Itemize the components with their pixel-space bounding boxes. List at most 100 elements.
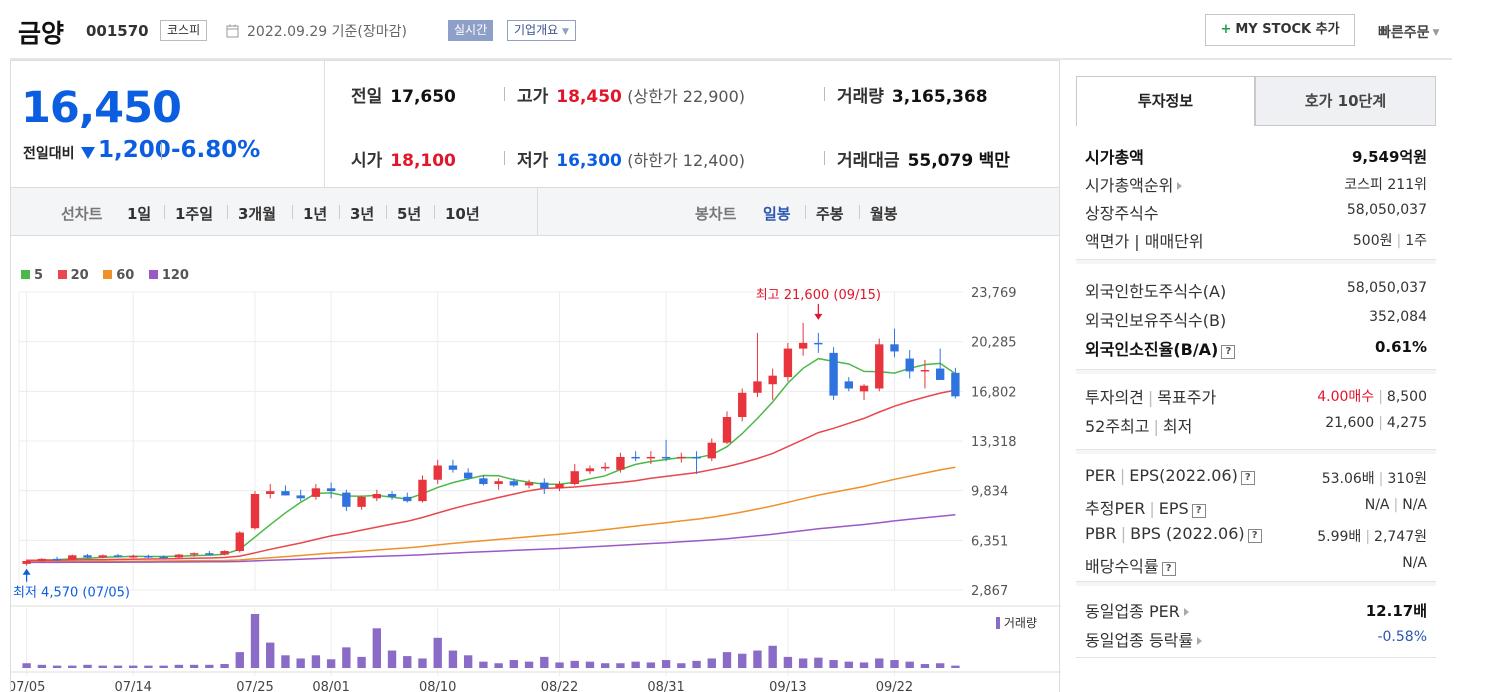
divider: [324, 61, 325, 187]
info-key: 외국인소진율(B/A)?: [1085, 336, 1236, 360]
info-row[interactable]: 동일업종 등락률 -0.58%: [1085, 627, 1427, 651]
min-arrow-head: [22, 568, 31, 575]
ma20-line: [26, 389, 956, 562]
add-mystock-button[interactable]: + MY STOCK 추가: [1205, 14, 1355, 46]
volume-bar: [479, 661, 488, 668]
divider: [824, 151, 825, 165]
info-row: 투자의견 | 목표주가 4.00매수 | 8,500: [1085, 384, 1427, 408]
help-icon[interactable]: ?: [1191, 504, 1206, 518]
candle-body: [905, 358, 914, 372]
volume-bar: [935, 663, 945, 668]
divider: [504, 87, 505, 101]
volume-bar: [555, 662, 564, 668]
x-tick-label: 09/22: [876, 680, 913, 692]
ma60-line: [26, 466, 956, 563]
info-row[interactable]: 동일업종 PER 12.17배: [1085, 598, 1427, 622]
price-summary: 16,450 전일대비 1,200 -6.80% 전일 17,650 고가 18,4…: [10, 60, 1060, 188]
candle-body: [616, 456, 625, 470]
volume-label: 거래량: [837, 87, 884, 107]
quick-order-button[interactable]: 빠른주문 ▼: [1378, 22, 1439, 42]
candle-weekly[interactable]: 주봉: [816, 205, 844, 223]
candle-body: [859, 385, 869, 392]
candle-body: [129, 556, 138, 558]
candle-body: [951, 372, 960, 397]
volume-bar: [524, 661, 534, 668]
candle-body: [479, 478, 488, 485]
period-1y[interactable]: 1년: [303, 205, 328, 223]
valuation-section: PER | EPS(2022.06)? 53.06배 | 310원 추정PER | EPS?…: [1076, 454, 1436, 582]
candle-body: [829, 352, 838, 396]
trading-amount: 거래대금 55,079 백만: [837, 146, 1010, 171]
candle-body: [174, 554, 184, 558]
candle-body: [387, 494, 397, 497]
period-5y[interactable]: 5년: [397, 205, 422, 223]
realtime-button[interactable]: 실시간: [448, 20, 494, 41]
change-percent: -6.80%: [171, 137, 261, 163]
info-row: 배당수익률? N/A: [1085, 553, 1427, 577]
info-row: 액면가 | 매매단위 500원 | 1주: [1085, 228, 1427, 252]
candle-body: [570, 471, 579, 485]
high-price: 고가 18,450 (상한가 22,900): [517, 82, 745, 107]
period-3m[interactable]: 3개월: [238, 205, 277, 223]
candle-body: [555, 484, 564, 489]
divider: [805, 205, 806, 219]
volume-bar: [144, 665, 153, 668]
volume-bar: [859, 662, 869, 668]
candle-monthly[interactable]: 월봉: [870, 205, 898, 223]
volume-bar: [890, 660, 899, 668]
candle-body: [509, 481, 519, 486]
volume-legend: 거래량: [995, 614, 1037, 631]
info-row[interactable]: 시가총액순위 코스피 211위: [1085, 172, 1427, 196]
volume-bar: [707, 658, 716, 668]
tab-hoga[interactable]: 호가 10단계: [1255, 76, 1436, 126]
period-10y[interactable]: 10년: [445, 205, 480, 223]
candle-body: [692, 456, 701, 459]
candle-body: [661, 456, 671, 459]
change-value: 1,200: [98, 137, 171, 163]
candle-body: [875, 344, 884, 389]
candle-body: [296, 495, 305, 499]
help-icon[interactable]: ?: [1240, 471, 1255, 485]
period-1w[interactable]: 1주일: [175, 205, 214, 223]
volume-bar: [463, 655, 473, 668]
y-tick-label: 2,867: [971, 584, 1008, 599]
candle-body: [722, 417, 732, 443]
volume-bar: [509, 660, 519, 668]
divider: [537, 188, 538, 235]
candle-body: [205, 553, 214, 555]
volume-bar: [494, 663, 503, 668]
tab-invest-info[interactable]: 투자정보: [1076, 76, 1255, 126]
candle-body: [83, 555, 92, 558]
volume-bar: [601, 663, 610, 668]
candle-body: [98, 555, 107, 558]
volume-bar: [52, 665, 62, 668]
add-mystock-label: MY STOCK 추가: [1235, 22, 1340, 37]
period-1d[interactable]: 1일: [127, 205, 152, 223]
ma5-line: [26, 357, 956, 562]
y-tick-label: 23,769: [971, 286, 1017, 301]
plus-icon: +: [1220, 22, 1232, 37]
info-value: 53.06배 | 310원: [1321, 471, 1427, 487]
candle-daily[interactable]: 일봉: [763, 205, 791, 223]
chart-period-bar: 선차트 1일 1주일 3개월 1년 3년 5년 10년 봉차트 일봉 주봉 월봉: [10, 188, 1060, 236]
help-icon[interactable]: ?: [1161, 562, 1176, 576]
help-icon[interactable]: ?: [1221, 345, 1236, 359]
candle-body: [372, 494, 381, 499]
info-key: 배당수익률?: [1085, 553, 1176, 577]
calendar-icon: [226, 23, 240, 38]
info-value: 500원 | 1주: [1352, 233, 1427, 249]
stock-chart[interactable]: 23,769 20,285 16,802 13,318 9,834 6,351 2,867 0…: [10, 236, 1061, 692]
volume-legend-label: 거래량: [1003, 616, 1037, 630]
period-3y[interactable]: 3년: [350, 205, 375, 223]
volume-bar: [920, 664, 930, 668]
candle-body: [52, 558, 62, 561]
help-icon[interactable]: ?: [1247, 529, 1262, 543]
company-overview-button[interactable]: 기업개요 ▼: [507, 20, 576, 41]
volume-bar: [250, 614, 260, 668]
volume-bar: [661, 660, 671, 668]
candle-body: [189, 553, 199, 555]
candle-body: [37, 558, 47, 562]
info-row: 52주최고 | 최저 21,600 | 4,275: [1085, 413, 1427, 437]
volume-bar: [905, 661, 914, 668]
info-row: PBR | BPS (2022.06)? 5.99배 | 2,747원: [1085, 524, 1427, 548]
